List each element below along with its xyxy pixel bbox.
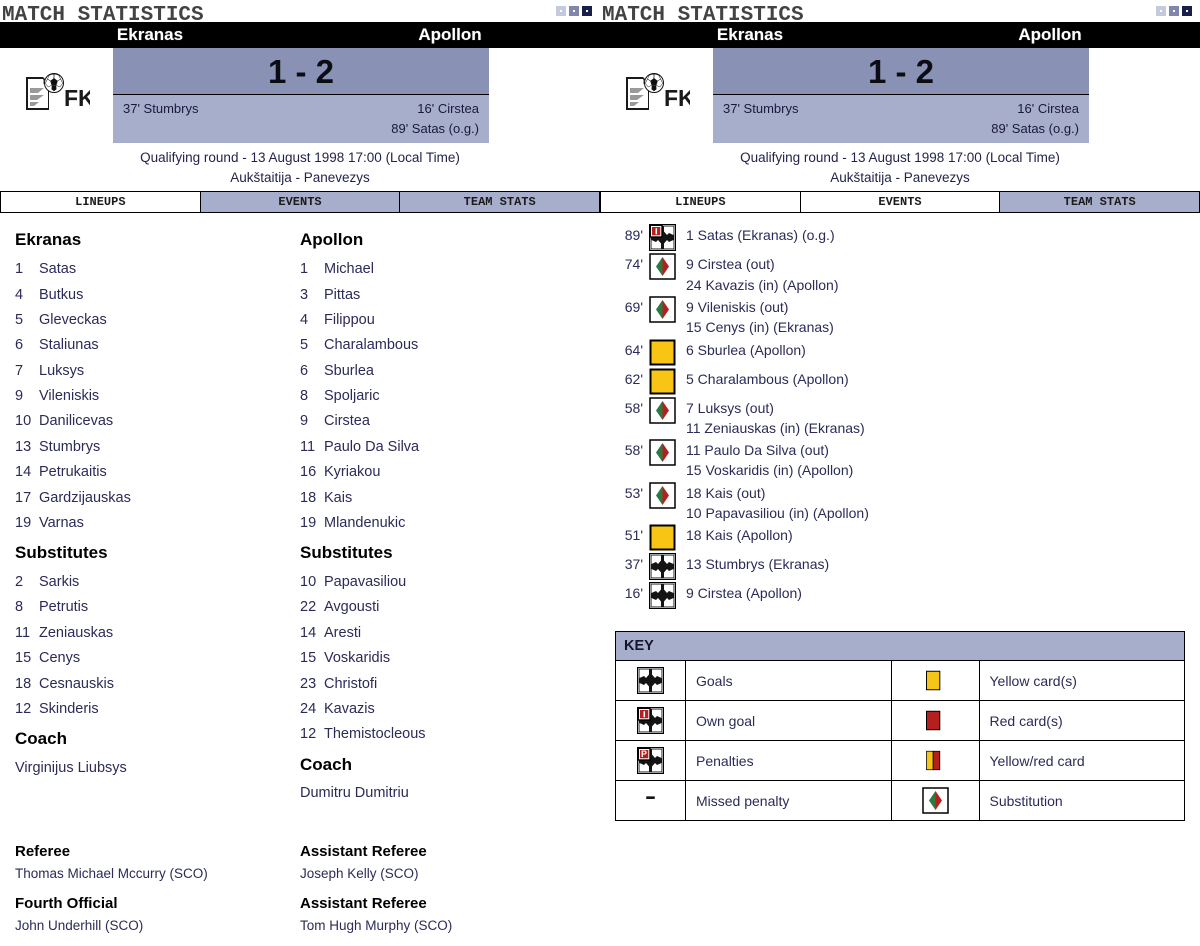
svg-text:FK: FK bbox=[64, 85, 90, 111]
svg-text:FK: FK bbox=[664, 85, 690, 111]
svg-text:P: P bbox=[641, 750, 647, 760]
